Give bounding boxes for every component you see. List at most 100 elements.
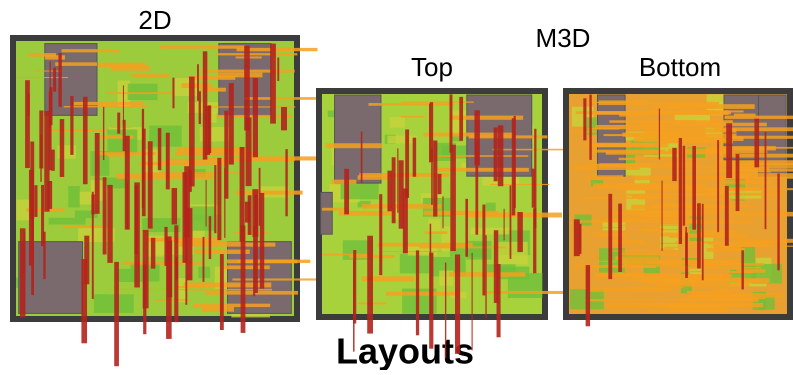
route-v: [754, 119, 759, 168]
route-v: [229, 83, 234, 164]
route-h: [109, 289, 193, 290]
route-h: [597, 273, 664, 276]
route-v: [465, 199, 468, 257]
route-h: [634, 214, 681, 216]
route-h: [216, 53, 297, 55]
route-h: [34, 71, 61, 72]
route-h: [689, 295, 732, 296]
route-v: [442, 196, 443, 228]
route-h: [383, 251, 442, 252]
route-h: [622, 133, 682, 137]
route-h: [653, 113, 711, 115]
label-m3d: M3D: [536, 23, 591, 53]
route-h: [654, 248, 675, 250]
route-h: [590, 288, 671, 292]
route-v: [40, 135, 41, 182]
route-v: [618, 204, 622, 272]
route-v: [259, 168, 261, 226]
route-v: [475, 142, 478, 235]
route-v: [20, 228, 26, 317]
route-v: [485, 235, 486, 318]
route-v: [353, 260, 355, 352]
route-h: [643, 138, 724, 139]
route-h: [205, 291, 298, 295]
cell-patch: [149, 126, 182, 147]
route-v: [777, 174, 779, 271]
label-bottom: Bottom: [639, 52, 721, 82]
route-v: [281, 107, 287, 130]
route-v: [361, 132, 363, 183]
cell-patch: [387, 136, 416, 144]
route-v: [245, 202, 250, 223]
route-h: [680, 140, 712, 142]
route-h: [712, 263, 764, 266]
route-v: [92, 192, 94, 299]
route-v: [534, 129, 536, 228]
route-v: [185, 205, 187, 305]
route-h: [643, 228, 664, 231]
route-v: [679, 138, 682, 244]
route-v: [449, 94, 452, 152]
route-v: [494, 230, 498, 303]
route-v: [697, 203, 701, 268]
route-h: [707, 248, 745, 252]
route-h: [63, 225, 102, 228]
route-v: [28, 94, 30, 116]
route-h: [668, 104, 754, 109]
route-v: [199, 91, 201, 124]
route-v: [397, 148, 398, 212]
route-h: [706, 110, 743, 112]
route-v: [399, 160, 404, 228]
route-v: [285, 149, 287, 216]
route-v: [725, 186, 729, 246]
route-v: [51, 150, 55, 171]
route-v: [117, 113, 120, 134]
route-h: [582, 227, 624, 228]
route-v: [574, 219, 580, 256]
route-h: [117, 174, 214, 179]
route-h: [62, 49, 120, 52]
route-v: [244, 46, 250, 131]
route-v: [217, 158, 221, 240]
route-v: [123, 85, 124, 125]
route-v: [405, 129, 409, 197]
route-v: [494, 127, 498, 181]
route-h: [573, 166, 640, 170]
route-h: [368, 103, 454, 106]
route-v: [172, 78, 174, 109]
route-v: [726, 123, 732, 178]
route-h: [64, 106, 148, 107]
route-v: [241, 226, 246, 333]
route-v: [472, 253, 473, 350]
cell-patch: [498, 242, 528, 265]
route-v: [433, 141, 437, 217]
route-v: [253, 78, 258, 157]
route-h: [202, 307, 234, 312]
route-v: [510, 185, 512, 259]
route-v: [187, 208, 192, 280]
route-h: [690, 271, 744, 272]
route-v: [143, 265, 146, 335]
route-v: [498, 125, 504, 186]
route-h: [139, 162, 229, 165]
route-h: [606, 152, 654, 155]
route-v: [277, 57, 279, 80]
route-h: [449, 272, 525, 276]
route-v: [208, 105, 211, 153]
route-h: [401, 116, 425, 118]
page: 2D M3D Top Bottom Layouts (() => { const…: [0, 0, 793, 370]
route-v: [197, 64, 199, 101]
route-v: [260, 193, 264, 289]
route-v: [172, 188, 177, 224]
cell-patch: [117, 269, 144, 282]
route-h: [732, 173, 793, 178]
route-h: [111, 127, 131, 128]
route-v: [659, 109, 660, 160]
route-v: [30, 142, 34, 219]
route-v: [429, 253, 433, 349]
route-v: [166, 133, 170, 190]
route-v: [107, 185, 112, 263]
cell-patch: [400, 254, 429, 274]
route-h: [155, 299, 190, 301]
route-v: [224, 168, 225, 238]
